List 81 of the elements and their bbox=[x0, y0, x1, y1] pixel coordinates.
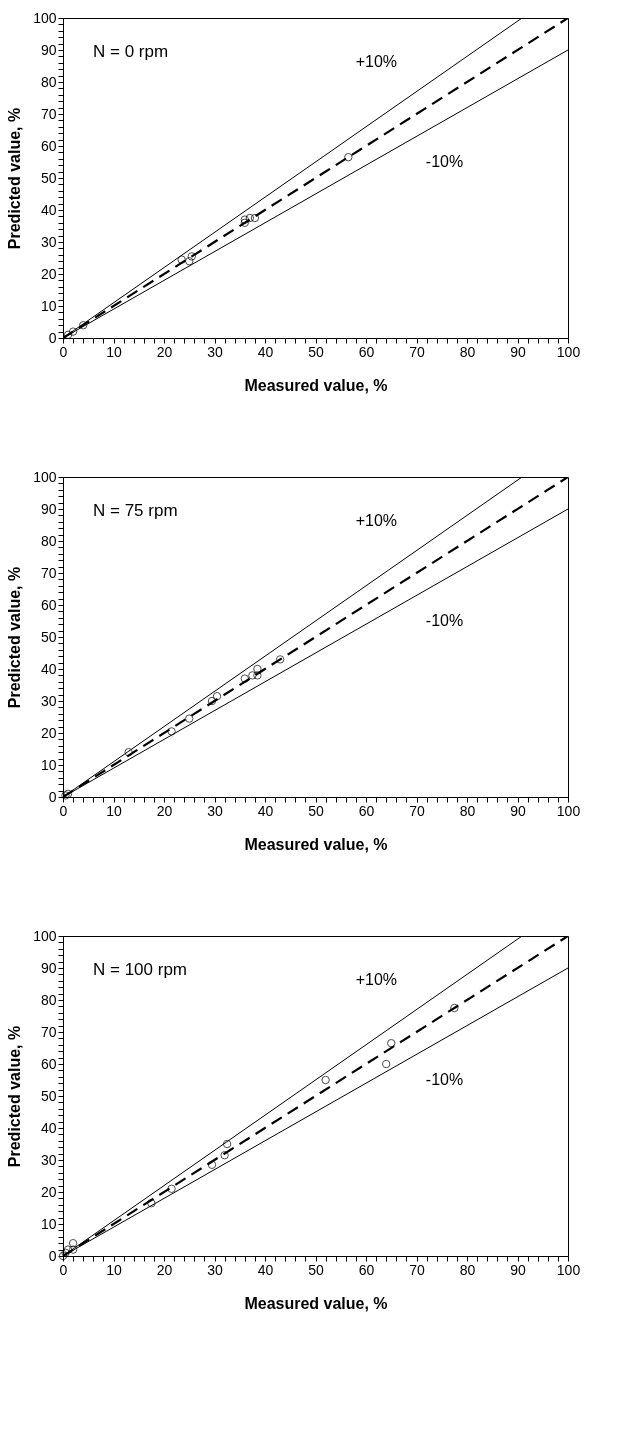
x-tick-label: 90 bbox=[510, 1261, 526, 1278]
x-tick-label: 70 bbox=[409, 802, 425, 819]
series-label: -10% bbox=[425, 612, 464, 630]
y-tick-label: 10 bbox=[40, 1215, 57, 1232]
y-tick-label: 70 bbox=[40, 105, 57, 122]
y-tick-label: 50 bbox=[40, 1087, 57, 1104]
y-axis-title: Predicted value, % bbox=[6, 107, 24, 250]
x-tick-label: 70 bbox=[409, 343, 425, 360]
y-tick-label: 0 bbox=[48, 788, 57, 805]
y-tick-label: 50 bbox=[40, 628, 57, 645]
x-tick-label: 60 bbox=[358, 802, 375, 819]
y-tick-label: 60 bbox=[40, 137, 57, 154]
x-tick-label: 80 bbox=[459, 343, 476, 360]
x-tick-label: 0 bbox=[59, 802, 68, 819]
x-tick-label: 20 bbox=[156, 1261, 173, 1278]
x-tick-label: 10 bbox=[106, 802, 122, 819]
x-tick-label: 10 bbox=[106, 343, 122, 360]
x-tick-label: 30 bbox=[207, 802, 223, 819]
x-tick-label: 90 bbox=[510, 802, 526, 819]
y-tick-label: 0 bbox=[48, 1247, 57, 1264]
annotation: N = 0 rpm bbox=[93, 42, 169, 61]
y-tick-label: 80 bbox=[40, 991, 57, 1008]
y-tick-label: 70 bbox=[40, 564, 57, 581]
y-tick-label: 30 bbox=[40, 1151, 57, 1168]
annotation: N = 100 rpm bbox=[93, 960, 188, 979]
x-tick-label: 50 bbox=[308, 802, 324, 819]
x-tick-label: 0 bbox=[59, 343, 68, 360]
y-tick-label: 0 bbox=[48, 329, 57, 346]
annotation: N = 75 rpm bbox=[93, 501, 178, 520]
x-tick-label: 100 bbox=[556, 343, 581, 360]
x-tick-label: 40 bbox=[257, 1261, 274, 1278]
series-label: -10% bbox=[425, 1071, 464, 1089]
x-tick-label: 60 bbox=[358, 343, 375, 360]
x-tick-label: 10 bbox=[106, 1261, 122, 1278]
y-tick-label: 100 bbox=[33, 927, 57, 944]
y-tick-label: 90 bbox=[40, 41, 57, 58]
x-axis-title: Measured value, % bbox=[244, 835, 388, 853]
x-axis-title: Measured value, % bbox=[244, 376, 388, 394]
y-tick-label: 60 bbox=[40, 596, 57, 613]
y-tick-label: 100 bbox=[33, 9, 57, 26]
x-tick-label: 100 bbox=[556, 1261, 581, 1278]
y-tick-label: 90 bbox=[40, 959, 57, 976]
y-tick-label: 50 bbox=[40, 169, 57, 186]
y-tick-label: 60 bbox=[40, 1055, 57, 1072]
y-tick-label: 100 bbox=[33, 468, 57, 485]
x-tick-label: 30 bbox=[207, 1261, 223, 1278]
y-tick-label: 90 bbox=[40, 500, 57, 517]
x-tick-label: 80 bbox=[459, 1261, 476, 1278]
y-tick-label: 20 bbox=[40, 265, 57, 282]
y-tick-label: 20 bbox=[40, 724, 57, 741]
y-tick-label: 40 bbox=[40, 660, 57, 677]
series-label: +10% bbox=[355, 512, 398, 529]
series-label: -10% bbox=[425, 153, 464, 171]
x-tick-label: 50 bbox=[308, 343, 324, 360]
y-tick-label: 70 bbox=[40, 1023, 57, 1040]
y-tick-label: 10 bbox=[40, 297, 57, 314]
x-tick-label: 40 bbox=[257, 343, 274, 360]
x-tick-label: 70 bbox=[409, 1261, 425, 1278]
y-tick-label: 30 bbox=[40, 692, 57, 709]
series-label: +10% bbox=[355, 53, 398, 70]
y-tick-label: 30 bbox=[40, 233, 57, 250]
y-axis-title: Predicted value, % bbox=[6, 1025, 24, 1168]
y-tick-label: 80 bbox=[40, 73, 57, 90]
y-tick-label: 80 bbox=[40, 532, 57, 549]
y-tick-label: 10 bbox=[40, 756, 57, 773]
x-tick-label: 0 bbox=[59, 1261, 68, 1278]
x-tick-label: 20 bbox=[156, 802, 173, 819]
x-tick-label: 30 bbox=[207, 343, 223, 360]
x-tick-label: 80 bbox=[459, 802, 476, 819]
x-tick-label: 20 bbox=[156, 343, 173, 360]
x-tick-label: 50 bbox=[308, 1261, 324, 1278]
x-tick-label: 90 bbox=[510, 343, 526, 360]
y-tick-label: 20 bbox=[40, 1183, 57, 1200]
y-tick-label: 40 bbox=[40, 201, 57, 218]
x-axis-title: Measured value, % bbox=[244, 1294, 388, 1312]
y-axis-title: Predicted value, % bbox=[6, 566, 24, 709]
x-tick-label: 40 bbox=[257, 802, 274, 819]
series-label: +10% bbox=[355, 971, 398, 988]
x-tick-label: 60 bbox=[358, 1261, 375, 1278]
y-tick-label: 40 bbox=[40, 1119, 57, 1136]
x-tick-label: 100 bbox=[556, 802, 581, 819]
